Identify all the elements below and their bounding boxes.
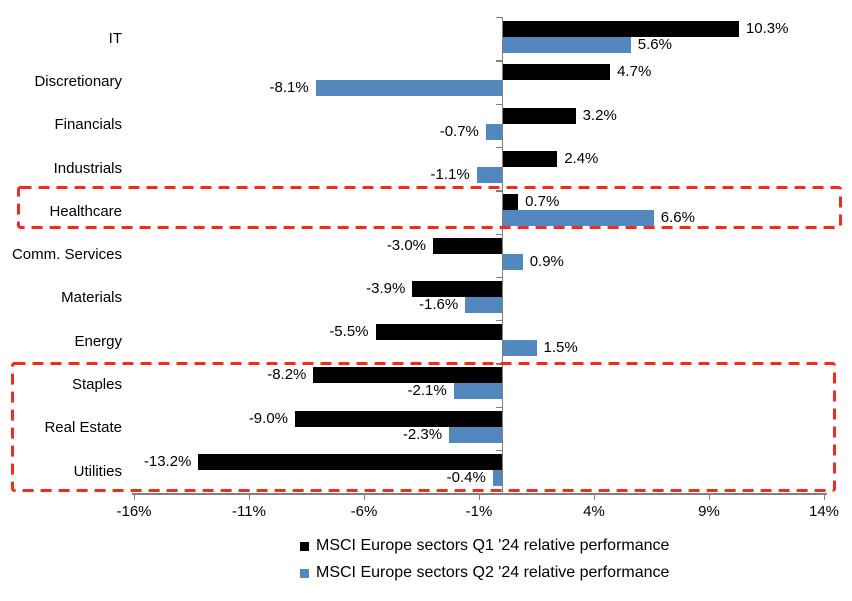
q2-value-label-healthcare: 6.6%	[660, 209, 695, 227]
q2-bar-healthcare	[502, 210, 654, 227]
y-axis-tick	[496, 17, 502, 19]
q2-bar-it	[502, 37, 631, 53]
q2-value-label-energy: 1.5%	[543, 339, 578, 357]
q1-value-label-financials: 3.2%	[582, 106, 617, 124]
staples-real-estate-utilities-highlight	[11, 362, 836, 492]
y-axis-line	[502, 17, 504, 494]
healthcare-highlight	[17, 186, 842, 229]
x-axis-tick	[249, 493, 251, 501]
q1-value-label-healthcare: 0.7%	[525, 193, 560, 211]
y-axis-tick	[496, 233, 502, 235]
q1-bar-real-estate	[295, 410, 502, 427]
x-axis-tick	[824, 493, 826, 501]
q1-value-label-industrials: 2.4%	[564, 149, 599, 167]
x-tick-label-neg6pct: -6%	[350, 503, 378, 520]
y-axis-tick	[496, 60, 502, 62]
y-axis-tick	[496, 190, 502, 192]
y-axis-tick	[496, 450, 502, 452]
q2-value-label-utilities: -0.4%	[446, 469, 486, 486]
q2-legend-label: MSCI Europe sectors Q2 '24 relative perf…	[316, 564, 670, 581]
q1-value-label-staples: -8.2%	[267, 366, 307, 384]
category-label-staples: Staples	[71, 376, 122, 394]
x-tick-label-9pct: 9%	[698, 503, 720, 520]
q1-value-label-comm-services: -3.0%	[386, 236, 426, 254]
legend-item-q1: MSCI Europe sectors Q1 '24 relative perf…	[300, 536, 669, 556]
q2-value-label-comm-services: 0.9%	[529, 252, 564, 270]
q2-value-label-industrials: -1.1%	[430, 165, 470, 183]
x-tick-label-4pct: 4%	[583, 503, 605, 520]
q2-bar-energy	[502, 340, 537, 357]
q1-value-label-materials: -3.9%	[366, 279, 406, 297]
q2-bar-materials	[465, 296, 502, 313]
y-axis-tick	[496, 363, 502, 365]
q1-bar-comm-services	[433, 237, 502, 254]
q2-value-label-discretionary: -8.1%	[269, 79, 309, 97]
q1-bar-industrials	[502, 150, 558, 167]
legend-item-q2: MSCI Europe sectors Q2 '24 relative perf…	[300, 563, 669, 583]
category-label-materials: Materials	[61, 289, 122, 307]
x-axis-tick	[479, 493, 481, 501]
y-axis-tick	[496, 406, 502, 409]
q2-value-label-it: 5.6%	[637, 36, 672, 53]
q2-value-label-real-estate: -2.3%	[402, 425, 443, 443]
q1-bar-energy	[375, 324, 502, 341]
q1-legend-swatch-icon	[300, 541, 309, 551]
q1-bar-staples	[313, 367, 502, 384]
y-axis-tick	[496, 146, 502, 149]
x-tick-label-neg16pct: -16%	[116, 503, 152, 520]
q1-bar-discretionary	[502, 64, 611, 81]
q1-bar-it	[502, 21, 739, 37]
q1-bar-utilities	[198, 454, 502, 470]
q1-bar-materials	[412, 280, 502, 297]
category-label-comm-services: Comm. Services	[11, 246, 122, 264]
q2-bar-staples	[453, 383, 502, 400]
x-axis-tick	[364, 493, 366, 501]
y-axis-tick	[496, 320, 502, 322]
x-axis-tick	[709, 493, 711, 501]
q2-bar-utilities	[492, 470, 502, 486]
q1-value-label-it: 10.3%	[745, 20, 789, 37]
q2-bar-real-estate	[449, 426, 502, 443]
category-label-utilities: Utilities	[73, 462, 122, 480]
q1-value-label-utilities: -13.2%	[143, 453, 192, 470]
x-tick-label-neg11pct: -11%	[232, 503, 266, 520]
category-label-real-estate: Real Estate	[44, 419, 122, 437]
x-axis-tick	[134, 493, 136, 501]
q1-bar-financials	[502, 107, 576, 124]
q2-bar-industrials	[476, 166, 502, 183]
category-label-industrials: Industrials	[53, 159, 122, 177]
category-label-energy: Energy	[74, 332, 122, 350]
q2-bar-comm-services	[502, 253, 523, 270]
q2-bar-financials	[485, 123, 502, 140]
category-label-financials: Financials	[54, 116, 122, 134]
q2-bar-discretionary	[315, 80, 502, 97]
q1-value-label-energy: -5.5%	[329, 323, 369, 341]
q2-value-label-staples: -2.1%	[407, 382, 447, 400]
category-label-it: IT	[108, 29, 122, 47]
x-tick-label-neg1pct: -1%	[465, 503, 493, 520]
q2-legend-swatch-icon	[300, 568, 309, 578]
y-axis-tick	[496, 103, 502, 105]
q1-bar-healthcare	[502, 194, 519, 211]
category-label-healthcare: Healthcare	[49, 202, 122, 220]
x-axis-tick	[594, 493, 596, 501]
y-axis-tick	[496, 276, 502, 279]
x-tick-label-14pct: 14%	[808, 503, 840, 520]
q2-value-label-materials: -1.6%	[419, 295, 459, 313]
q1-value-label-discretionary: 4.7%	[617, 63, 652, 81]
category-label-discretionary: Discretionary	[34, 72, 122, 90]
legend: MSCI Europe sectors Q1 '24 relative perf…	[300, 536, 669, 590]
q1-value-label-real-estate: -9.0%	[248, 409, 288, 427]
q2-value-label-financials: -0.7%	[439, 122, 479, 140]
q1-legend-label: MSCI Europe sectors Q1 '24 relative perf…	[316, 537, 670, 554]
